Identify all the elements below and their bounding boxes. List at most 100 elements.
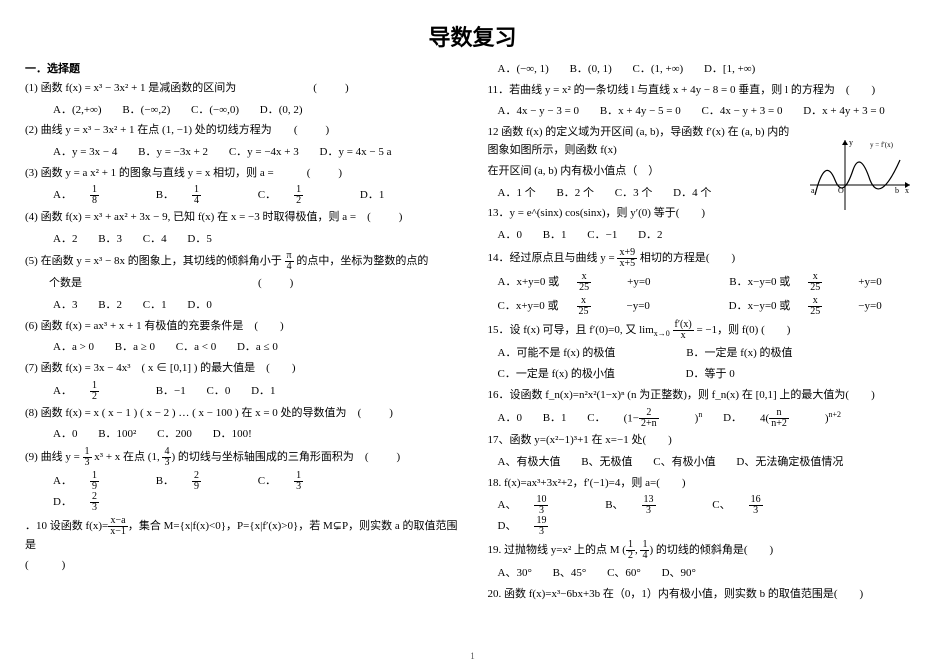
q14-b-label2: +y=0 <box>858 273 881 292</box>
q18-d-label: D、 <box>498 517 517 536</box>
q14-opts-row1: A．x+y=0 或 x25+y=0 B．x−y=0 或 x25+y=0 <box>488 272 921 293</box>
q14-c-label2: −y=0 <box>627 297 650 316</box>
q16-opt-b: B．1 <box>543 409 567 428</box>
q8: (8) 函数 f(x) = x ( x − 1 ) ( x − 2 ) … ( … <box>25 405 458 423</box>
q9-b-label: B． <box>156 472 174 491</box>
q2-text: (2) 曲线 y = x³ − 3x² + 1 在点 (1, −1) 处的切线方… <box>25 124 272 136</box>
q20: 20. 函数 f(x)=x³−6bx+3b 在（0，1）内有极小值，则实数 b … <box>488 586 921 604</box>
q7-a-label: A． <box>53 382 72 401</box>
q3-opt-c: C．12 <box>258 185 339 206</box>
q10-text-a: ．10 设函数 <box>25 520 86 532</box>
q1-opt-d: D．(0, 2) <box>260 101 303 120</box>
q16-opt-a: A．0 <box>498 409 522 428</box>
q19-opt-c: C、60° <box>607 564 641 583</box>
q10-text-c: ，P= <box>226 520 249 532</box>
q10-opt-d: D．[1, +∞) <box>704 60 755 79</box>
q18-opt-c: C、163 <box>712 495 798 516</box>
q2: (2) 曲线 y = x³ − 3x² + 1 在点 (1, −1) 处的切线方… <box>25 122 458 140</box>
graph-a-label: a <box>811 186 815 195</box>
q18-b-label: B、 <box>605 496 623 515</box>
q12-opt-c: C．3 个 <box>615 184 653 203</box>
q3: (3) 函数 y = a x² + 1 的图象与直线 y = x 相切，则 a … <box>25 165 458 183</box>
q19-text-b: ) 的切线的倾斜角是( ) <box>649 544 773 556</box>
q7-opts: A．12 B．−1 C．0 D．1 <box>25 381 458 402</box>
q7-opt-c: C．0 <box>207 382 231 401</box>
q8-opt-c: C．200 <box>157 425 192 444</box>
q8-opt-d: D．100! <box>213 425 252 444</box>
q6-opt-b: B．a ≥ 0 <box>115 338 155 357</box>
content-columns: 一．选择题 (1) 函数 f(x) = x³ − 3x² + 1 是减函数的区间… <box>25 60 920 606</box>
q5-opt-b: B．2 <box>98 296 122 315</box>
q17: 17、函数 y=(x²−1)³+1 在 x=−1 处( ) <box>488 432 921 450</box>
q15-opt-b: B．一定是 f(x) 的极值 <box>686 344 792 363</box>
q12-opt-a: A．1 个 <box>498 184 536 203</box>
q4-opts: A．2 B．3 C．4 D．5 <box>25 230 458 249</box>
q3-opt-d: D．1 <box>360 186 384 205</box>
q14-opt-a: A．x+y=0 或 x25+y=0 <box>498 272 669 293</box>
q11-opt-a: A．4x − y − 3 = 0 <box>498 102 580 121</box>
q3-a-label: A． <box>53 186 72 205</box>
q4-opt-c: C．4 <box>143 230 167 249</box>
q9-opt-b: B．29 <box>156 471 237 492</box>
q14-a-label2: +y=0 <box>627 273 650 292</box>
page-number: 1 <box>470 651 475 661</box>
q14-opt-b: B．x−y=0 或 x25+y=0 <box>729 272 899 293</box>
q4-blank: ( ) <box>367 211 404 223</box>
q3-c-label: C． <box>258 186 276 205</box>
q9-text-b: x³ + x 在点 <box>92 451 148 463</box>
q3-b-label: B． <box>156 186 174 205</box>
q9-opt-c: C．13 <box>258 471 339 492</box>
q1-blank: ( ) <box>313 82 350 94</box>
q7-opt-a: A．12 <box>53 381 135 402</box>
q18-opts: A、103 B、133 C、163 D、193 <box>488 495 921 537</box>
q1: (1) 函数 f(x) = x³ − 3x² + 1 是减函数的区间为 ( ) <box>25 80 458 98</box>
q17-opt-c: C、有极小值 <box>653 453 715 472</box>
q12-opt-d: D．4 个 <box>673 184 711 203</box>
q2-opt-c: C．y = −4x + 3 <box>229 143 299 162</box>
q9-text-c: 的切线与坐标轴围成的三角形面积为 <box>175 451 354 463</box>
q12-opt-b: B．2 个 <box>556 184 594 203</box>
q2-opts: A．y = 3x − 4 B．y = −3x + 2 C．y = −4x + 3… <box>25 143 458 162</box>
q10-blank: ( ) <box>25 557 458 575</box>
graph-x-label: x <box>905 186 909 195</box>
graph-fn-label: y = f′(x) <box>870 141 894 149</box>
q14-opts-row2: C．x+y=0 或 x25−y=0 D．x−y=0 或 x25−y=0 <box>488 296 921 317</box>
q1-opts: A．(2,+∞) B．(−∞,2) C．(−∞,0) D．(0, 2) <box>25 101 458 120</box>
q6-opt-d: D．a ≤ 0 <box>237 338 278 357</box>
q19-opts: A、30° B、45° C、60° D、90° <box>488 564 921 583</box>
q2-opt-b: B．y = −3x + 2 <box>138 143 208 162</box>
q14: 14．经过原点且与曲线 y = x+9x+5 相切的方程是( ) <box>488 248 921 269</box>
q14-b-label: B．x−y=0 或 <box>729 273 790 292</box>
section-heading: 一．选择题 <box>25 60 458 76</box>
q2-blank: ( ) <box>294 124 331 136</box>
q5-opt-d: D．0 <box>187 296 211 315</box>
q7: (7) 函数 f(x) = 3x − 4x³ ( x ∈ [0,1] ) 的最大… <box>25 360 458 378</box>
q13-opt-c: C．−1 <box>587 226 617 245</box>
q17-opt-b: B、无极值 <box>581 453 632 472</box>
q19: 19. 过抛物线 y=x² 上的点 M (12, 14) 的切线的倾斜角是( ) <box>488 540 921 561</box>
q4-opt-d: D．5 <box>187 230 211 249</box>
q9-opt-d: D．23 <box>53 492 135 513</box>
q1-opt-b: B．(−∞,2) <box>122 101 170 120</box>
page-title: 导数复习 <box>25 20 920 52</box>
q9-c-label: C． <box>258 472 276 491</box>
q5-opts: A．3 B．2 C．1 D．0 <box>25 296 458 315</box>
q8-blank: ( ) <box>358 407 395 419</box>
q4-text: (4) 函数 f(x) = x³ + ax² + 3x − 9, 已知 f(x)… <box>25 211 356 223</box>
q17-opt-d: D、无法确定极值情况 <box>736 453 843 472</box>
q7-opt-d: D．1 <box>251 382 275 401</box>
q8-text: (8) 函数 f(x) = x ( x − 1 ) ( x − 2 ) … ( … <box>25 407 347 419</box>
q18: 18. f(x)=ax³+3x²+2，f′(−1)=4，则 a=( ) <box>488 475 921 493</box>
q14-text-b: 相切的方程是( ) <box>637 252 735 264</box>
q8-opts: A．0 B．100² C．200 D．100! <box>25 425 458 444</box>
q5-opt-a: A．3 <box>53 296 77 315</box>
q14-d-label: D．x−y=0 或 <box>729 297 791 316</box>
q16-opt-d: D．4(nn+2)n+2 <box>723 408 841 430</box>
graph-y-label: y <box>849 138 853 147</box>
q6-opt-a: A．a > 0 <box>53 338 94 357</box>
q4-opt-b: B．3 <box>98 230 122 249</box>
q5-text-c: 个数是 <box>49 277 82 289</box>
q18-opt-d: D、193 <box>498 516 585 537</box>
q15-opt-c: C．一定是 f(x) 的极小值 <box>498 365 615 384</box>
q9-opt-a: A．19 <box>53 471 135 492</box>
